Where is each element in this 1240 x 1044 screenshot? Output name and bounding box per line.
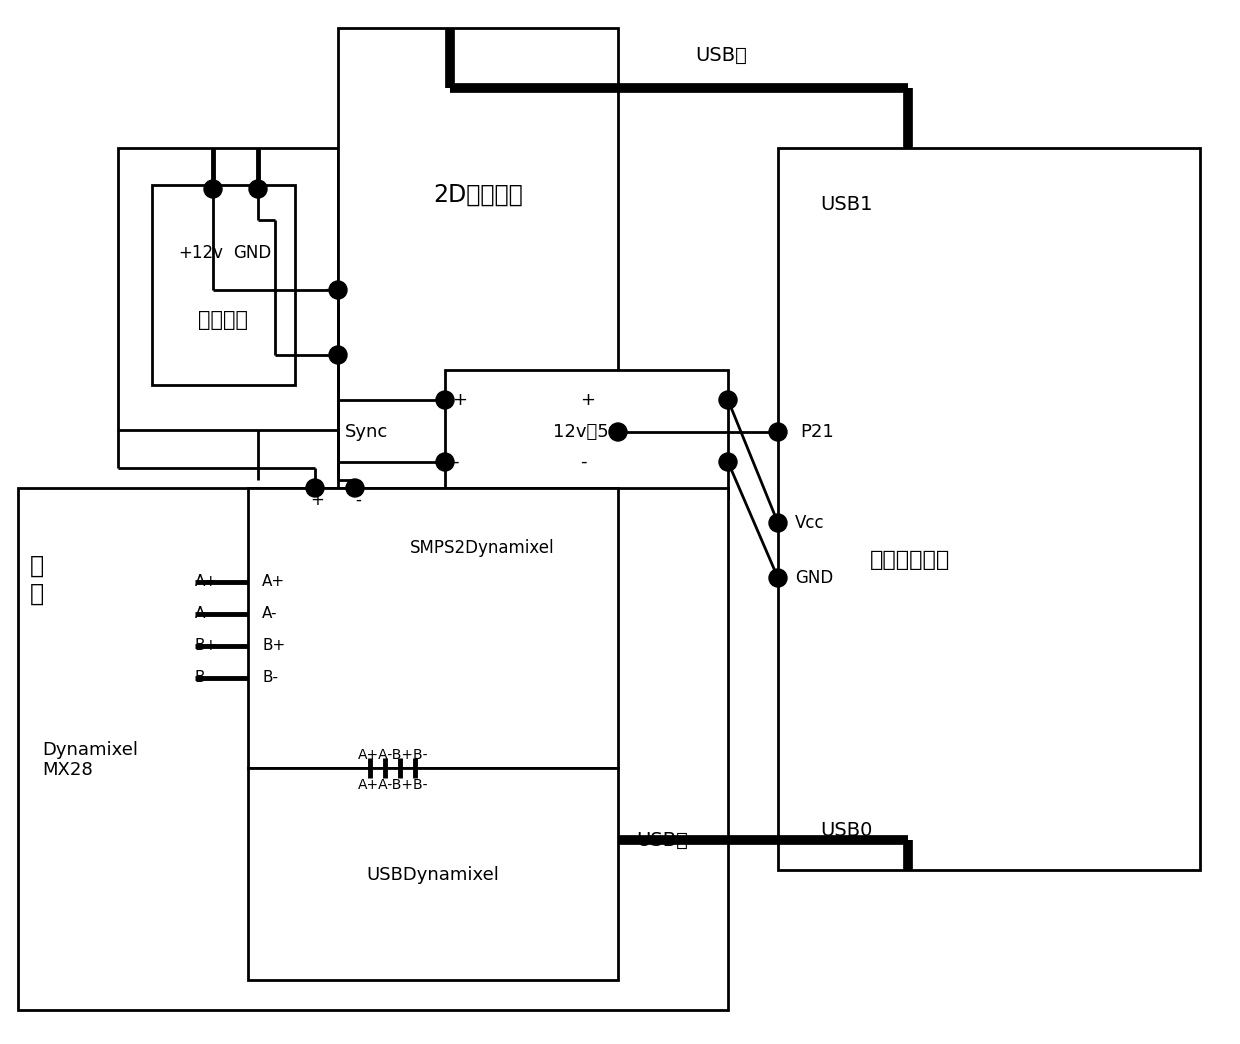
Text: A-: A-	[195, 607, 211, 621]
Bar	[118, 148, 339, 430]
Bar	[248, 768, 618, 980]
Text: GND: GND	[795, 569, 833, 587]
Text: SMPS2Dynamixel: SMPS2Dynamixel	[410, 539, 554, 557]
Text: B+: B+	[262, 639, 285, 654]
Circle shape	[769, 514, 787, 532]
Bar	[339, 28, 618, 490]
Circle shape	[719, 453, 737, 471]
Text: 直流电源: 直流电源	[198, 310, 248, 330]
Circle shape	[329, 281, 347, 299]
Text: A+: A+	[262, 574, 285, 590]
Text: +: +	[310, 491, 324, 509]
Bar	[248, 488, 618, 768]
Text: -: -	[355, 491, 361, 509]
Text: -: -	[322, 346, 330, 364]
Text: A+A-B+B-: A+A-B+B-	[358, 748, 429, 762]
Text: USB0: USB0	[820, 821, 873, 839]
Bar	[445, 370, 728, 498]
Text: USB线: USB线	[636, 830, 688, 850]
Text: 嵌入式开发板: 嵌入式开发板	[870, 550, 950, 570]
Circle shape	[436, 453, 454, 471]
Circle shape	[329, 346, 347, 364]
Text: GND: GND	[233, 244, 272, 262]
Circle shape	[769, 569, 787, 587]
Text: 舵
机: 舵 机	[30, 554, 45, 606]
Circle shape	[306, 479, 324, 497]
Text: +12v: +12v	[179, 244, 223, 262]
Text: -: -	[453, 453, 459, 471]
Circle shape	[249, 180, 267, 198]
Bar	[777, 148, 1200, 870]
Bar	[19, 488, 728, 1010]
Circle shape	[769, 423, 787, 441]
Text: +: +	[453, 392, 467, 409]
Text: 2D激光雷达: 2D激光雷达	[433, 183, 523, 207]
Text: B-: B-	[195, 670, 211, 686]
Text: B-: B-	[262, 670, 278, 686]
Text: +: +	[580, 392, 595, 409]
Text: USBDynamixel: USBDynamixel	[367, 867, 500, 884]
Text: 12v转5v: 12v转5v	[553, 423, 619, 441]
Text: Dynamixel
MX28: Dynamixel MX28	[42, 740, 138, 780]
Text: P21: P21	[800, 423, 833, 441]
Circle shape	[436, 392, 454, 409]
Text: -: -	[580, 453, 587, 471]
Text: USB1: USB1	[820, 195, 873, 214]
Text: A-: A-	[262, 607, 278, 621]
Text: USB线: USB线	[694, 46, 746, 65]
Circle shape	[346, 479, 365, 497]
Circle shape	[205, 180, 222, 198]
Bar	[153, 185, 295, 385]
Text: Sync: Sync	[345, 423, 388, 441]
Text: A+A-B+B-: A+A-B+B-	[358, 778, 429, 792]
Circle shape	[719, 392, 737, 409]
Circle shape	[609, 423, 627, 441]
Text: Vcc: Vcc	[795, 514, 825, 532]
Text: A+: A+	[195, 574, 218, 590]
Text: +: +	[322, 281, 339, 299]
Text: B+: B+	[195, 639, 218, 654]
